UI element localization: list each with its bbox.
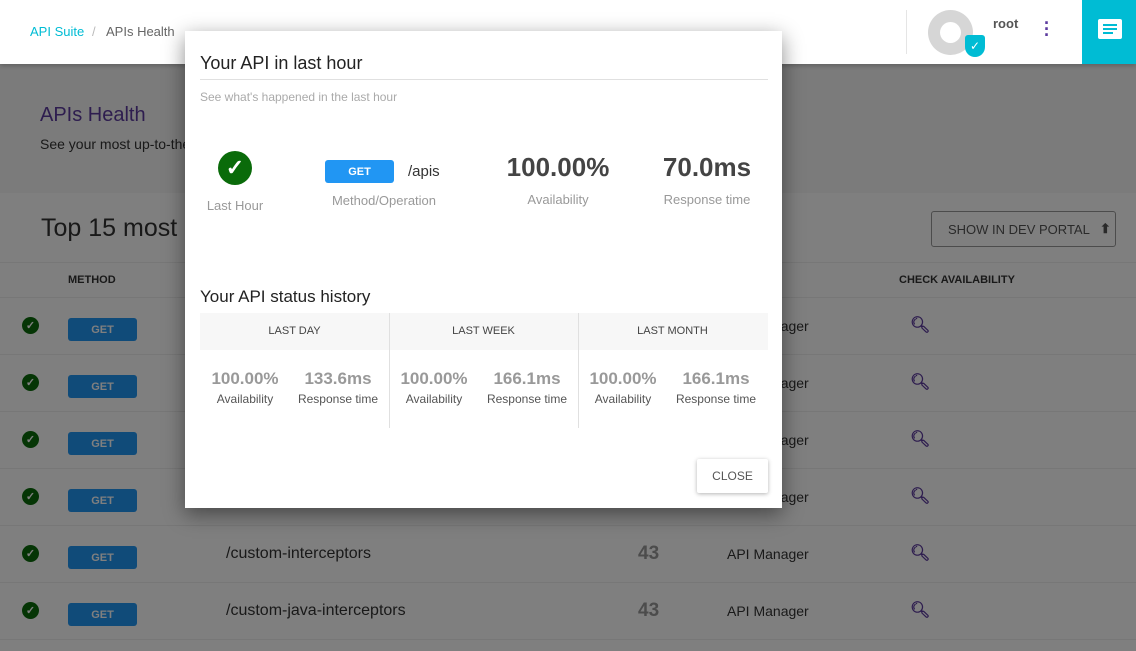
divider bbox=[906, 10, 907, 54]
divider bbox=[389, 313, 390, 428]
api-health-dialog: Your API in last hour See what's happene… bbox=[185, 31, 782, 508]
method-operation-label: Method/Operation bbox=[331, 193, 437, 208]
response-time-value: 70.0ms bbox=[662, 152, 752, 182]
history-header bbox=[200, 313, 768, 350]
dialog-title: Your API in last hour bbox=[200, 53, 363, 73]
chat-button[interactable] bbox=[1082, 0, 1136, 64]
method-badge: GET bbox=[325, 160, 394, 183]
history-response: 166.1ms bbox=[493, 369, 561, 388]
availability-label: Availability bbox=[527, 192, 589, 207]
history-period: LAST DAY bbox=[268, 325, 321, 337]
breadcrumb-api-suite[interactable]: API Suite bbox=[30, 24, 85, 39]
operation-path: /apis bbox=[408, 163, 440, 180]
history-response-label: Response time bbox=[297, 392, 379, 406]
history-response: 133.6ms bbox=[304, 369, 372, 388]
dialog-subtitle: See what's happened in the last hour bbox=[200, 90, 398, 104]
verified-shield-icon: ✓ bbox=[965, 35, 985, 57]
user-name: root bbox=[993, 16, 1019, 31]
history-response-label: Response time bbox=[675, 392, 757, 406]
history-availability-label: Availability bbox=[594, 392, 652, 406]
chat-icon bbox=[1098, 19, 1122, 39]
history-availability-label: Availability bbox=[405, 392, 463, 406]
more-vert-icon[interactable]: · · · bbox=[1044, 13, 1050, 45]
status-ok-icon: ✓ bbox=[218, 151, 252, 185]
close-button[interactable]: CLOSE bbox=[697, 459, 768, 493]
history-period: LAST WEEK bbox=[452, 325, 515, 337]
history-availability: 100.00% bbox=[589, 369, 657, 388]
last-hour-label: Last Hour bbox=[206, 198, 264, 213]
breadcrumb-apis-health: APIs Health bbox=[106, 24, 175, 39]
breadcrumb-separator: / bbox=[92, 24, 96, 39]
divider bbox=[200, 79, 768, 80]
history-response: 166.1ms bbox=[682, 369, 750, 388]
history-availability-label: Availability bbox=[216, 392, 274, 406]
history-availability: 100.00% bbox=[211, 369, 279, 388]
response-time-label: Response time bbox=[663, 192, 751, 207]
divider bbox=[578, 313, 579, 428]
history-availability: 100.00% bbox=[400, 369, 468, 388]
history-title: Your API status history bbox=[200, 287, 371, 306]
history-period: LAST MONTH bbox=[637, 325, 708, 337]
availability-value: 100.00% bbox=[506, 152, 610, 182]
history-response-label: Response time bbox=[486, 392, 568, 406]
